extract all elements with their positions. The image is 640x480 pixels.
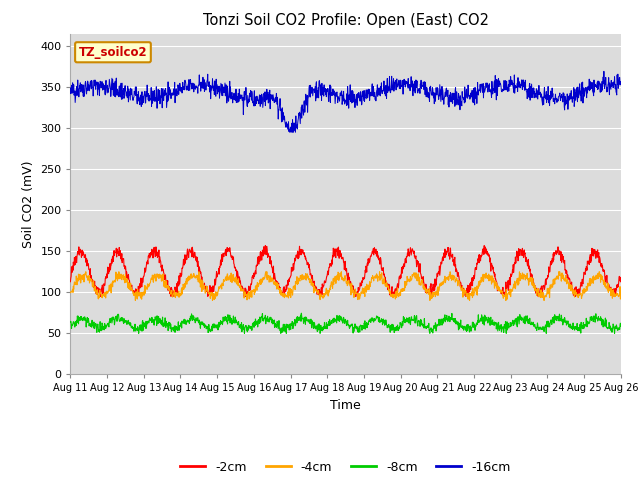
Title: Tonzi Soil CO2 Profile: Open (East) CO2: Tonzi Soil CO2 Profile: Open (East) CO2 — [203, 13, 488, 28]
X-axis label: Time: Time — [330, 399, 361, 412]
Y-axis label: Soil CO2 (mV): Soil CO2 (mV) — [22, 160, 35, 248]
Text: TZ_soilco2: TZ_soilco2 — [79, 46, 147, 59]
Legend: -2cm, -4cm, -8cm, -16cm: -2cm, -4cm, -8cm, -16cm — [175, 456, 516, 479]
